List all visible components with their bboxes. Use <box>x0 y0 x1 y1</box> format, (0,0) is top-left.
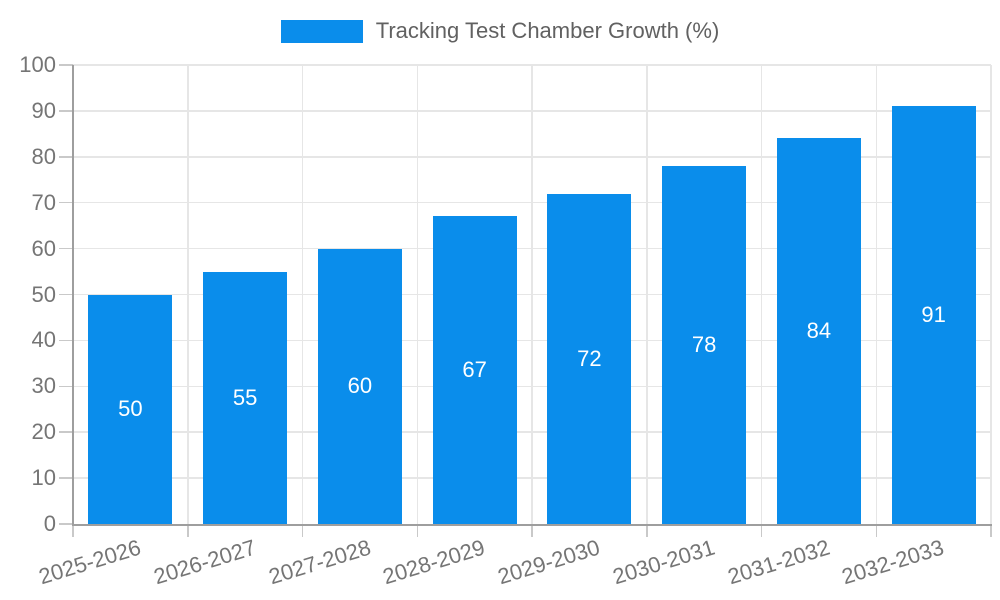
x-axis-label: 2030-2031 <box>609 534 718 590</box>
x-axis-tick <box>72 524 74 537</box>
legend-swatch-icon <box>280 19 363 43</box>
bar-2028-2029[interactable] <box>432 216 517 524</box>
bar-value-label: 72 <box>577 345 602 371</box>
x-gridline <box>416 65 418 524</box>
x-axis-tick <box>416 524 418 537</box>
bar-value-label: 50 <box>118 396 143 422</box>
bar-2027-2028[interactable] <box>317 248 402 524</box>
y-axis-label: 10 <box>31 465 56 491</box>
y-axis-tick <box>59 385 73 388</box>
y-axis-label: 80 <box>31 143 56 169</box>
y-axis-label: 20 <box>31 419 56 445</box>
y-axis-label: 60 <box>31 235 56 261</box>
y-axis-label: 40 <box>31 327 56 353</box>
y-axis-line <box>72 65 74 526</box>
x-axis-tick <box>187 524 189 537</box>
x-axis-tick <box>760 524 763 537</box>
bar-value-label: 60 <box>347 373 373 399</box>
x-axis-tick <box>875 524 877 537</box>
x-axis-tick <box>646 524 648 537</box>
x-axis-tick <box>990 524 992 537</box>
x-gridline <box>187 65 189 524</box>
y-axis-tick <box>59 293 73 296</box>
bar-value-label: 84 <box>806 318 832 344</box>
x-axis-line <box>72 524 992 526</box>
x-axis-tick <box>301 524 304 537</box>
y-axis-label: 90 <box>31 97 56 123</box>
x-axis-tick <box>531 524 533 537</box>
y-axis-tick <box>59 156 73 158</box>
y-axis-tick <box>59 339 73 342</box>
bar-value-label: 55 <box>232 384 258 410</box>
y-axis-tick <box>59 110 73 112</box>
bar-value-label: 67 <box>462 357 487 383</box>
y-axis-tick <box>59 523 73 525</box>
x-axis-label: 2026-2027 <box>150 534 259 590</box>
y-axis-label: 100 <box>19 52 56 77</box>
bar-2029-2030[interactable] <box>547 193 632 524</box>
x-gridline <box>301 65 304 524</box>
y-axis-tick <box>59 477 73 479</box>
chart-legend[interactable]: Tracking Test Chamber Growth (%) <box>0 18 1000 44</box>
x-axis-label: 2029-2030 <box>494 534 603 590</box>
bar-2026-2027[interactable] <box>203 271 288 524</box>
x-axis-label: 2025-2026 <box>35 534 144 590</box>
bar-2032-2033[interactable] <box>891 106 976 524</box>
y-axis-tick <box>59 64 73 66</box>
x-gridline <box>990 65 992 524</box>
y-axis-label: 30 <box>31 373 56 399</box>
x-axis-label: 2027-2028 <box>265 534 374 590</box>
y-axis-label: 0 <box>43 511 56 536</box>
y-axis-tick <box>59 201 73 204</box>
x-axis-label: 2032-2033 <box>839 534 948 590</box>
x-gridline <box>531 65 533 524</box>
bar-2030-2031[interactable] <box>662 165 747 524</box>
legend-label: Tracking Test Chamber Growth (%) <box>375 18 720 43</box>
x-gridline <box>760 65 763 524</box>
bar-value-label: 91 <box>921 302 946 328</box>
y-axis-tick <box>59 247 73 250</box>
y-axis-tick <box>59 431 73 433</box>
y-axis-label: 70 <box>31 189 56 215</box>
y-axis-label: 50 <box>31 281 56 307</box>
x-axis-label: 2028-2029 <box>380 534 489 590</box>
x-gridline <box>875 65 877 524</box>
bar-value-label: 78 <box>691 331 717 357</box>
bar-2031-2032[interactable] <box>776 138 861 524</box>
bar-2025-2026[interactable] <box>88 294 173 524</box>
x-axis-label: 2031-2032 <box>724 534 833 590</box>
x-gridline <box>646 65 648 524</box>
